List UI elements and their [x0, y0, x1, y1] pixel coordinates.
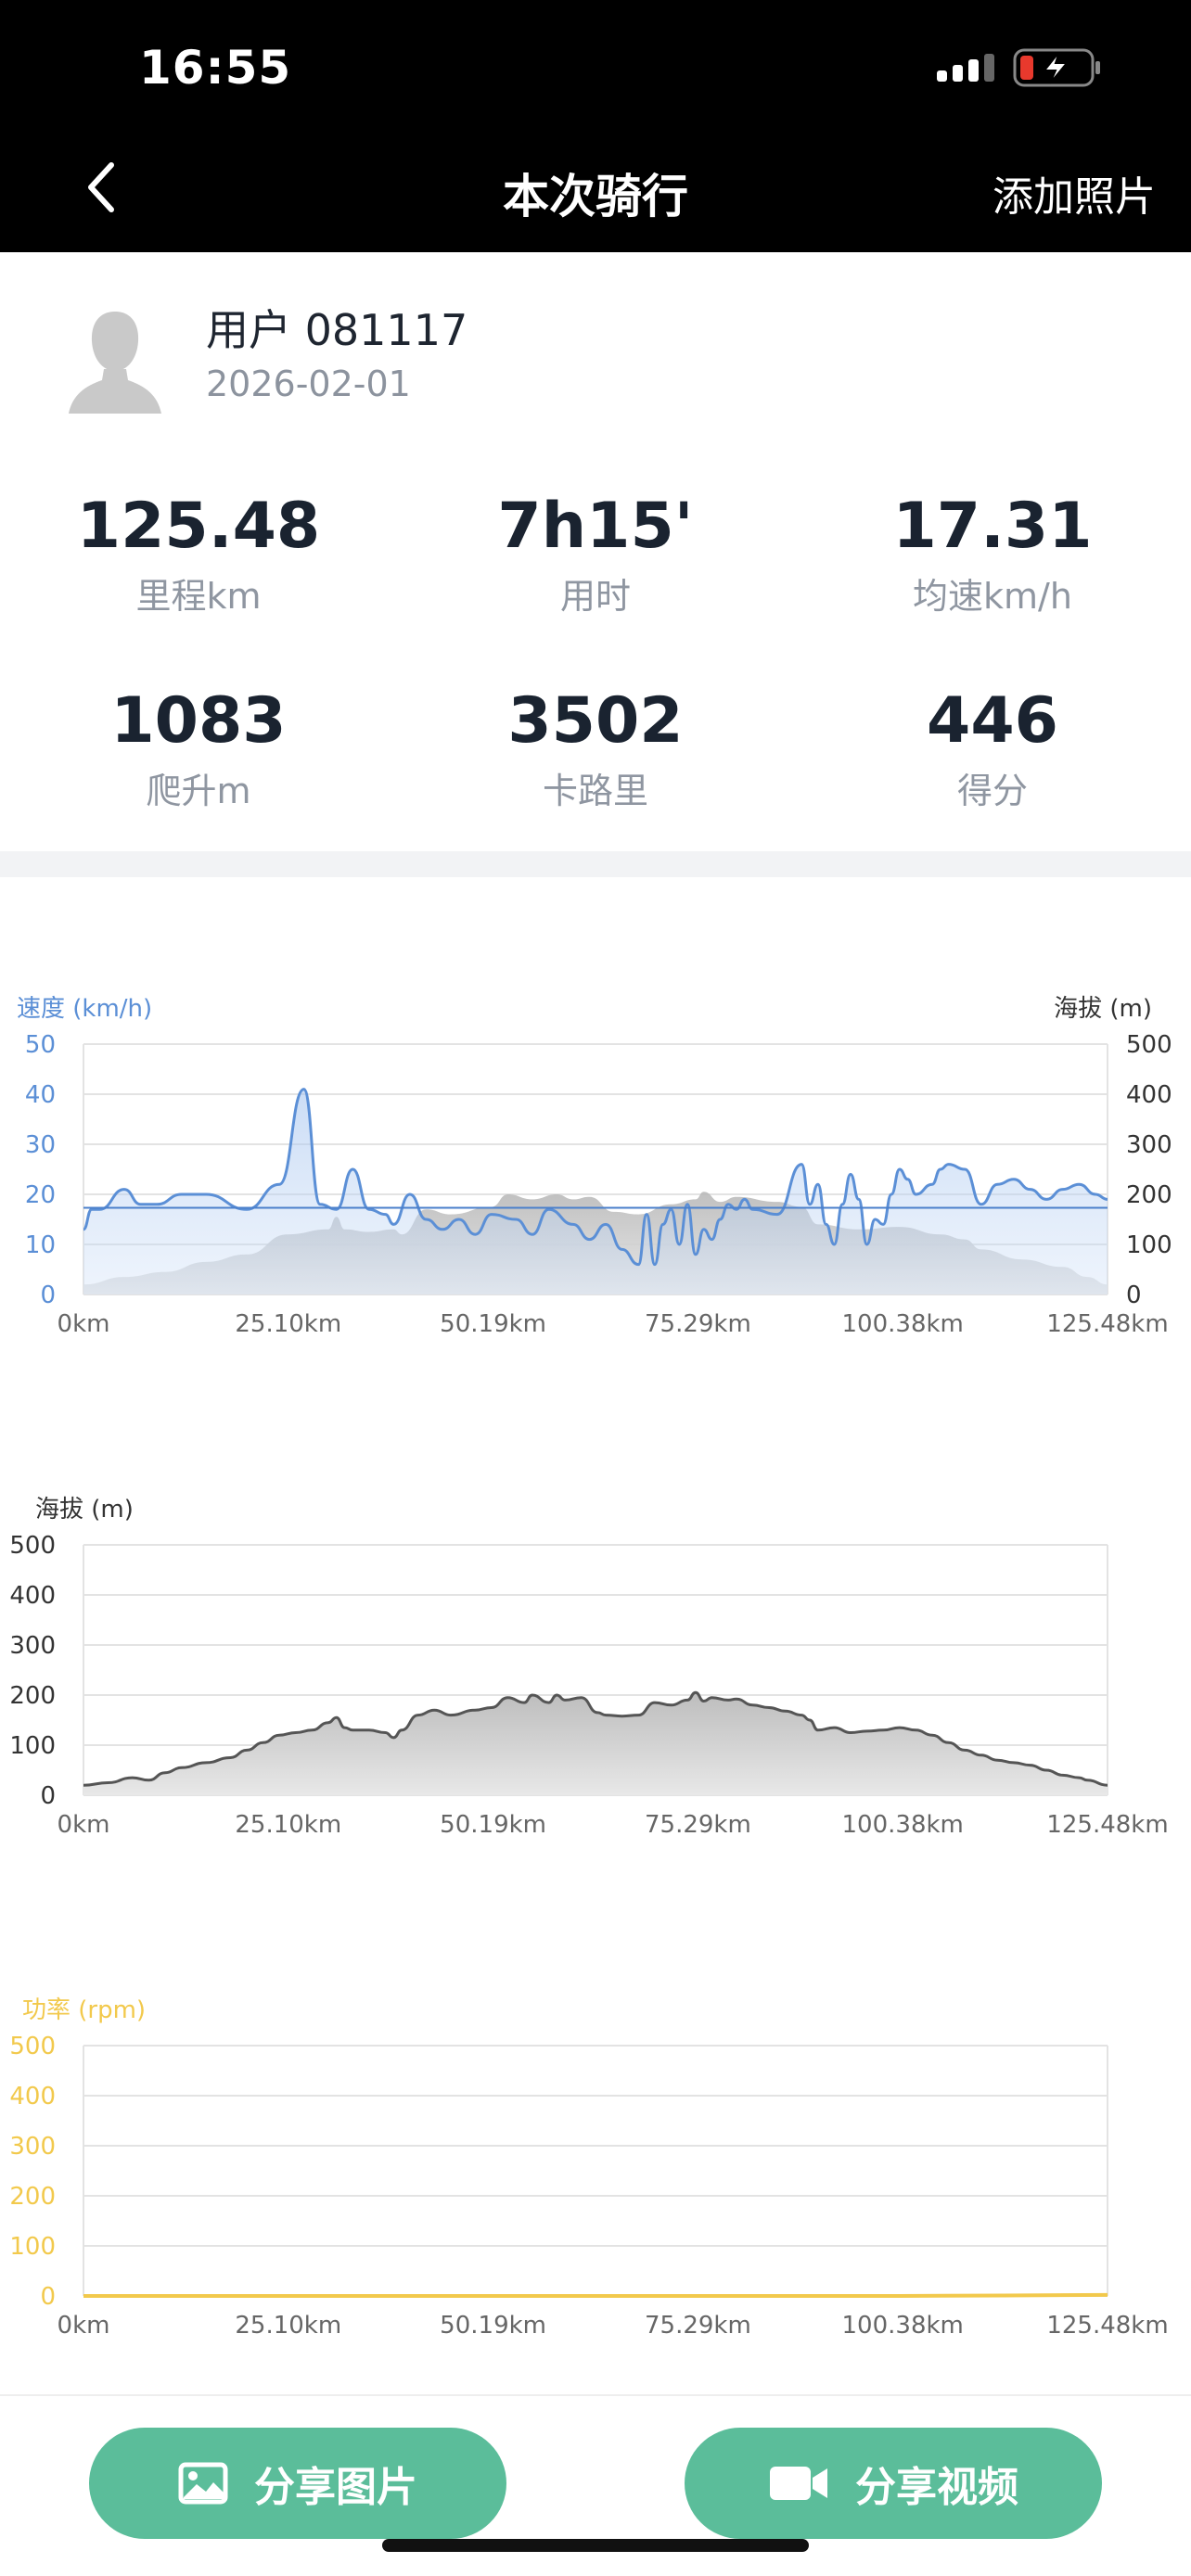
y-tick-label-left: 300 [9, 1632, 56, 1660]
y-tick-label-left: 400 [9, 2083, 56, 2111]
y-tick-label-left: 0 [40, 1282, 56, 1309]
power-line [83, 2292, 1108, 2298]
y-tick-label-left: 30 [25, 1131, 56, 1159]
x-tick-label: 50.19km [440, 1310, 546, 1338]
elevation-chart: 0 100 200 300 400 500 0km 25.10km 50.19km 75.29km… [9, 1496, 1168, 1839]
x-tick-label: 125.48km [1046, 2312, 1168, 2340]
stat-value: 1083 [110, 684, 287, 758]
x-tick-label: 25.10km [235, 1310, 341, 1338]
x-tick-label: 0km [58, 1811, 110, 1839]
stat-distance: 125.48 里程km [0, 490, 397, 618]
stat-avg-speed: 17.31 均速km/h [794, 490, 1191, 618]
username: 用户 081117 [206, 305, 468, 355]
x-tick-label: 125.48km [1046, 1310, 1168, 1338]
stat-climb: 1083 爬升m [0, 684, 397, 813]
share-video-button[interactable]: 分享视频 [685, 2428, 1102, 2539]
chevron-left-icon[interactable] [83, 159, 121, 215]
add-photo-button[interactable]: 添加照片 [992, 173, 1156, 221]
battery-charging-icon [1013, 48, 1100, 87]
home-indicator [382, 2539, 809, 2552]
left-axis-title: 功率 (rpm) [22, 1996, 146, 2024]
left-axis-title: 速度 (km/h) [17, 995, 152, 1023]
stat-value: 125.48 [76, 490, 321, 563]
x-tick-label: 75.29km [645, 2312, 751, 2340]
stat-value: 446 [927, 684, 1058, 758]
stat-calories: 3502 卡路里 [397, 684, 794, 813]
x-tick-label: 50.19km [440, 1811, 546, 1839]
y-tick-label-right: 400 [1126, 1081, 1172, 1109]
elevation-line [83, 1690, 1108, 1787]
left-axis-title: 海拔 (m) [35, 1496, 134, 1524]
person-silhouette-icon [69, 312, 161, 414]
stat-duration: 7h15' 用时 [397, 490, 794, 618]
y-tick-label-left: 40 [25, 1081, 56, 1109]
video-camera-icon [770, 2467, 827, 2500]
x-tick-label: 0km [58, 2312, 110, 2340]
stat-label: 得分 [956, 771, 1028, 811]
y-tick-label-left: 100 [9, 2233, 56, 2261]
y-tick-label-left: 0 [40, 2283, 56, 2311]
stat-score: 446 得分 [794, 684, 1191, 813]
y-tick-label-right: 100 [1126, 1231, 1172, 1259]
page-title: 本次骑行 [503, 170, 688, 223]
y-tick-label-left: 20 [25, 1181, 56, 1209]
signal-icon [937, 54, 994, 82]
image-icon [178, 2462, 228, 2505]
stat-label: 用时 [559, 576, 631, 617]
x-tick-label: 100.38km [842, 2312, 964, 2340]
x-tick-label: 100.38km [842, 1811, 964, 1839]
stat-label: 卡路里 [542, 771, 648, 811]
y-tick-label-right: 300 [1126, 1131, 1172, 1159]
x-tick-label: 75.29km [645, 1310, 751, 1338]
y-tick-label-left: 500 [9, 2033, 56, 2060]
x-tick-label: 25.10km [235, 2312, 341, 2340]
y-tick-label-left: 100 [9, 1732, 56, 1760]
y-tick-label-left: 10 [25, 1231, 56, 1259]
stat-label: 里程km [135, 576, 262, 617]
x-tick-label: 125.48km [1046, 1811, 1168, 1839]
y-tick-label-left: 200 [9, 2183, 56, 2211]
y-tick-label-left: 200 [9, 1682, 56, 1710]
y-tick-label-left: 400 [9, 1582, 56, 1610]
status-time: 16:55 [139, 41, 292, 95]
x-tick-label: 75.29km [645, 1811, 751, 1839]
y-tick-label-right: 0 [1126, 1282, 1142, 1309]
power-chart: 0 100 200 300 400 500 0km 25.10km 50.19km 75.29km… [9, 1996, 1168, 2340]
y-tick-label-right: 500 [1126, 1031, 1172, 1059]
elevation-area [83, 1692, 1108, 1795]
top-bar: 16:55 本次骑行 添加照片 [0, 0, 1191, 252]
stat-label: 均速km/h [913, 576, 1072, 617]
y-tick-label-left: 50 [25, 1031, 56, 1059]
y-tick-label-left: 300 [9, 2133, 56, 2161]
section-divider [0, 851, 1191, 877]
x-tick-label: 50.19km [440, 2312, 546, 2340]
stat-value: 7h15' [497, 490, 694, 563]
ride-date: 2026-02-01 [206, 363, 411, 404]
y-tick-label-left: 500 [9, 1532, 56, 1560]
y-tick-label-right: 200 [1126, 1181, 1172, 1209]
x-tick-label: 25.10km [235, 1811, 341, 1839]
stat-value: 17.31 [892, 490, 1093, 563]
x-tick-label: 0km [58, 1310, 110, 1338]
stat-value: 3502 [507, 684, 684, 758]
y-tick-label-left: 0 [40, 1782, 56, 1810]
speed-area [83, 1089, 1108, 1294]
share-video-label: 分享视频 [855, 2464, 1018, 2511]
share-image-label: 分享图片 [254, 2464, 417, 2511]
right-axis-title: 海拔 (m) [1054, 995, 1152, 1023]
share-image-button[interactable]: 分享图片 [89, 2428, 506, 2539]
stat-label: 爬升m [146, 771, 251, 811]
bottom-divider [0, 2394, 1191, 2396]
x-tick-label: 100.38km [842, 1310, 964, 1338]
